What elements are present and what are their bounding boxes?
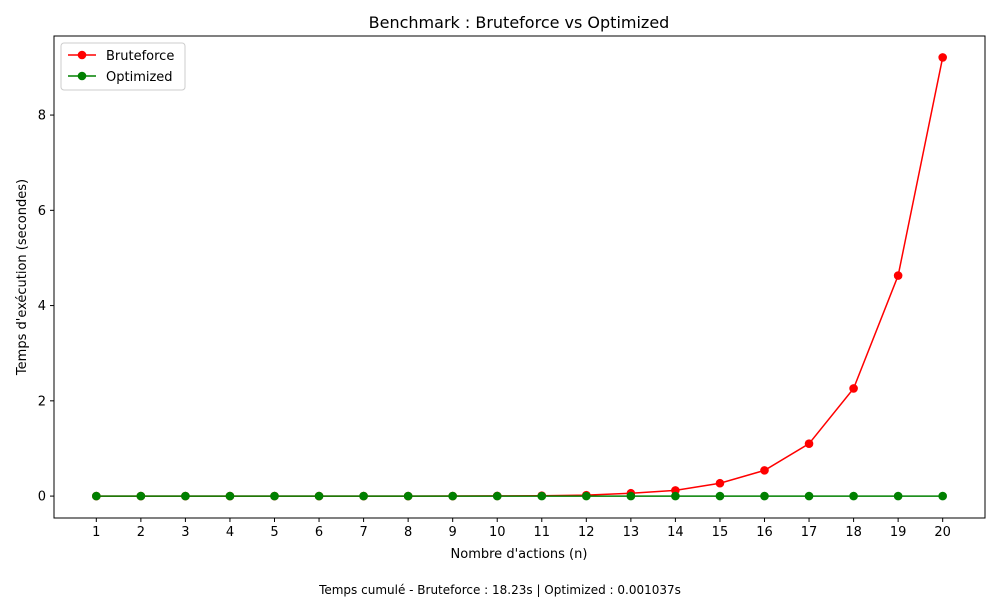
x-tick-label: 20	[934, 525, 951, 540]
x-axis-label: Nombre d'actions (n)	[451, 547, 588, 562]
data-point-optimized	[893, 491, 903, 501]
x-tick-label: 7	[359, 525, 367, 540]
data-point-bruteforce	[804, 439, 814, 448]
y-tick-label: 8	[38, 109, 46, 124]
data-point-bruteforce	[938, 53, 947, 62]
y-tick-label: 6	[38, 204, 46, 219]
y-tick-label: 4	[38, 299, 46, 314]
x-tick-label: 11	[533, 525, 550, 540]
legend-bruteforce-label: Bruteforce	[106, 49, 174, 64]
data-point-optimized	[715, 491, 725, 501]
x-tick-label: 12	[578, 525, 595, 540]
x-tick-label: 15	[712, 525, 729, 540]
legend-optimized-label: Optimized	[106, 70, 173, 85]
data-point-optimized	[582, 491, 591, 501]
x-tick-label: 8	[404, 525, 412, 540]
data-point-optimized	[314, 491, 324, 501]
x-tick-label: 6	[315, 525, 323, 540]
data-point-bruteforce	[893, 271, 903, 280]
x-tick-label: 9	[449, 525, 457, 540]
x-tick-label: 2	[137, 525, 145, 540]
data-point-optimized	[938, 491, 947, 501]
data-point-optimized	[626, 491, 636, 501]
data-point-bruteforce	[849, 384, 858, 393]
x-tick-label: 10	[489, 525, 506, 540]
x-tick-label: 13	[623, 525, 640, 540]
data-point-optimized	[181, 491, 190, 501]
data-point-bruteforce	[715, 478, 725, 488]
x-tick-label: 17	[801, 525, 818, 540]
data-point-optimized	[849, 491, 858, 501]
x-tick-label: 5	[270, 525, 278, 540]
legend-bruteforce-marker	[77, 50, 87, 60]
data-point-optimized	[537, 491, 547, 501]
y-tick-label: 0	[38, 490, 46, 505]
y-tick-label: 2	[38, 394, 46, 409]
data-point-optimized	[671, 491, 680, 501]
data-point-optimized	[448, 491, 457, 501]
x-tick-label: 1	[92, 525, 100, 540]
plot-frame	[53, 35, 986, 519]
data-point-optimized	[403, 491, 413, 501]
data-point-optimized	[270, 491, 279, 501]
data-point-optimized	[225, 491, 235, 501]
data-point-optimized	[492, 491, 502, 501]
data-point-optimized	[760, 491, 769, 501]
data-point-optimized	[359, 491, 368, 501]
data-point-optimized	[136, 491, 146, 501]
data-point-optimized	[92, 491, 101, 501]
chart-title: Benchmark : Bruteforce vs Optimized	[369, 13, 670, 32]
x-tick-label: 3	[181, 525, 189, 540]
data-point-optimized	[804, 491, 814, 501]
x-tick-label: 14	[667, 525, 684, 540]
data-point-bruteforce	[760, 466, 769, 475]
x-tick-label: 18	[845, 525, 862, 540]
x-tick-label: 4	[226, 525, 234, 540]
x-tick-label: 19	[890, 525, 907, 540]
x-tick-label: 16	[756, 525, 773, 540]
legend-optimized-marker	[77, 71, 87, 81]
footer-summary: Temps cumulé - Bruteforce : 18.23s | Opt…	[318, 583, 681, 597]
legend: Bruteforce Optimized	[60, 42, 186, 91]
y-axis-label: Temps d'exécution (secondes)	[15, 179, 30, 376]
